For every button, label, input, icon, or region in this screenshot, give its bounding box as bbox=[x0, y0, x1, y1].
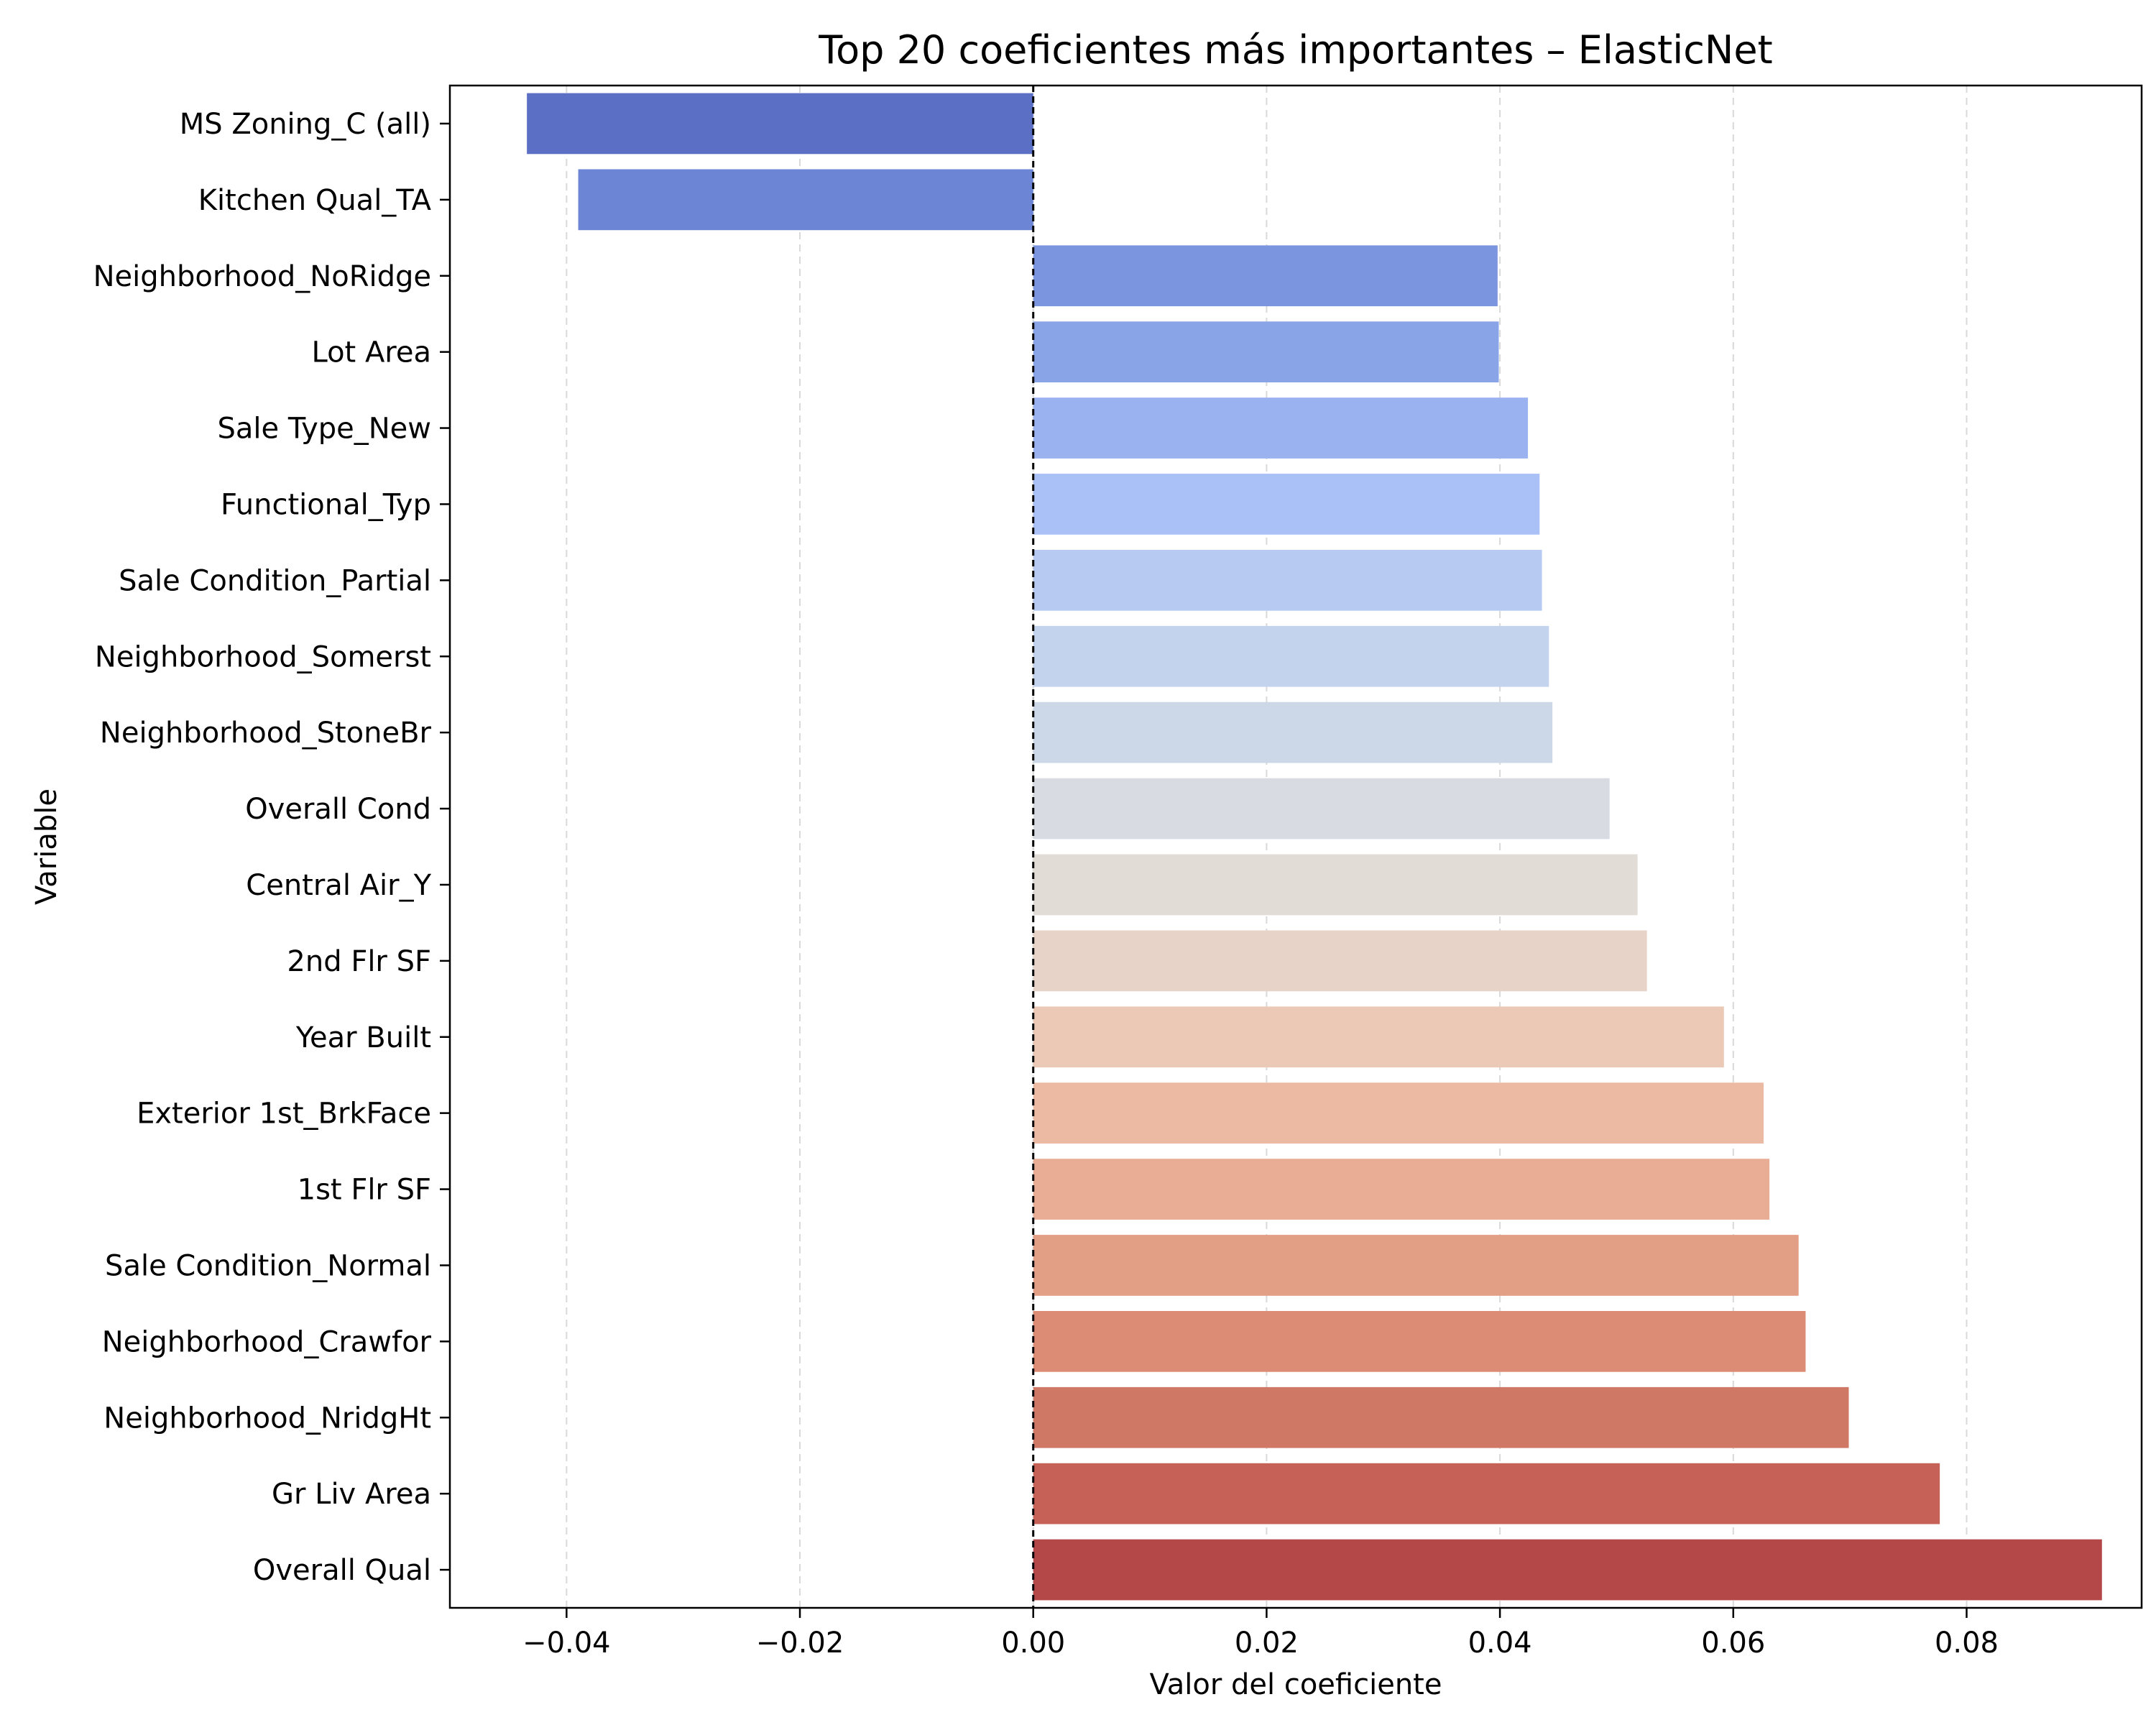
bar bbox=[1033, 321, 1499, 383]
bar bbox=[1033, 1539, 2102, 1601]
y-tick-label: Central Air_Y bbox=[246, 869, 431, 902]
bar bbox=[1033, 1006, 1724, 1068]
bar bbox=[1033, 1463, 1940, 1524]
bar bbox=[1033, 930, 1647, 992]
bar bbox=[1033, 397, 1529, 459]
x-tick-label: 0.06 bbox=[1701, 1627, 1765, 1660]
y-tick-label: Neighborhood_Crawfor bbox=[102, 1325, 432, 1358]
bar bbox=[1033, 245, 1498, 307]
bar bbox=[1033, 778, 1610, 840]
x-tick-label: −0.04 bbox=[522, 1627, 611, 1660]
bar bbox=[1033, 1386, 1849, 1448]
y-tick-label: Sale Type_New bbox=[218, 413, 431, 446]
bar bbox=[1033, 854, 1638, 916]
bar bbox=[578, 169, 1033, 231]
x-axis-label: Valor del coeficiente bbox=[1150, 1668, 1442, 1701]
y-tick-label: 2nd Flr SF bbox=[287, 945, 431, 978]
y-axis: MS Zoning_C (all) Kitchen Qual_TA Neighbor… bbox=[93, 108, 450, 1587]
y-tick-label: 1st Flr SF bbox=[298, 1174, 431, 1207]
y-tick-label: Lot Area bbox=[311, 336, 431, 369]
y-tick-label: Functional_Typ bbox=[221, 488, 431, 521]
y-tick-label: Neighborhood_NoRidge bbox=[93, 260, 431, 293]
bar bbox=[1033, 625, 1549, 687]
y-tick-label: Neighborhood_StoneBr bbox=[100, 717, 432, 750]
bar bbox=[1033, 549, 1542, 611]
plot-frame bbox=[448, 84, 2143, 1609]
y-tick-label: Exterior 1st_BrkFace bbox=[137, 1098, 431, 1131]
bar bbox=[1033, 1310, 1806, 1372]
y-tick-label: Gr Liv Area bbox=[272, 1478, 431, 1511]
y-tick-label: Year Built bbox=[295, 1021, 431, 1054]
y-tick-label: MS Zoning_C (all) bbox=[180, 108, 431, 141]
x-axis: −0.04 −0.02 0.00 0.02 0.04 0.06 0.08 bbox=[522, 1608, 1999, 1660]
y-tick-label: Neighborhood_NridgHt bbox=[103, 1402, 431, 1435]
x-tick-label: 0.02 bbox=[1235, 1627, 1299, 1660]
y-axis-label: Variable bbox=[30, 788, 63, 905]
bar bbox=[1033, 1082, 1764, 1144]
bars bbox=[527, 93, 2102, 1601]
y-tick-label: Overall Qual bbox=[253, 1554, 431, 1587]
bar bbox=[1033, 1159, 1770, 1220]
y-tick-label: Neighborhood_Somerst bbox=[95, 640, 431, 673]
y-tick-label: Overall Cond bbox=[245, 793, 431, 826]
y-tick-label: Sale Condition_Partial bbox=[119, 564, 431, 597]
bar bbox=[1033, 1235, 1799, 1296]
x-tick-label: 0.00 bbox=[1001, 1627, 1065, 1660]
chart-title: Top 20 coeficientes más importantes – El… bbox=[818, 27, 1772, 73]
bar bbox=[1033, 474, 1540, 535]
bar bbox=[1033, 702, 1553, 763]
y-tick-label: Sale Condition_Normal bbox=[105, 1249, 431, 1282]
x-tick-label: −0.02 bbox=[756, 1627, 844, 1660]
x-tick-label: 0.08 bbox=[1935, 1627, 1999, 1660]
x-tick-label: 0.04 bbox=[1468, 1627, 1532, 1660]
bar bbox=[527, 93, 1033, 155]
y-tick-label: Kitchen Qual_TA bbox=[198, 184, 432, 217]
gridlines bbox=[566, 86, 1968, 1608]
